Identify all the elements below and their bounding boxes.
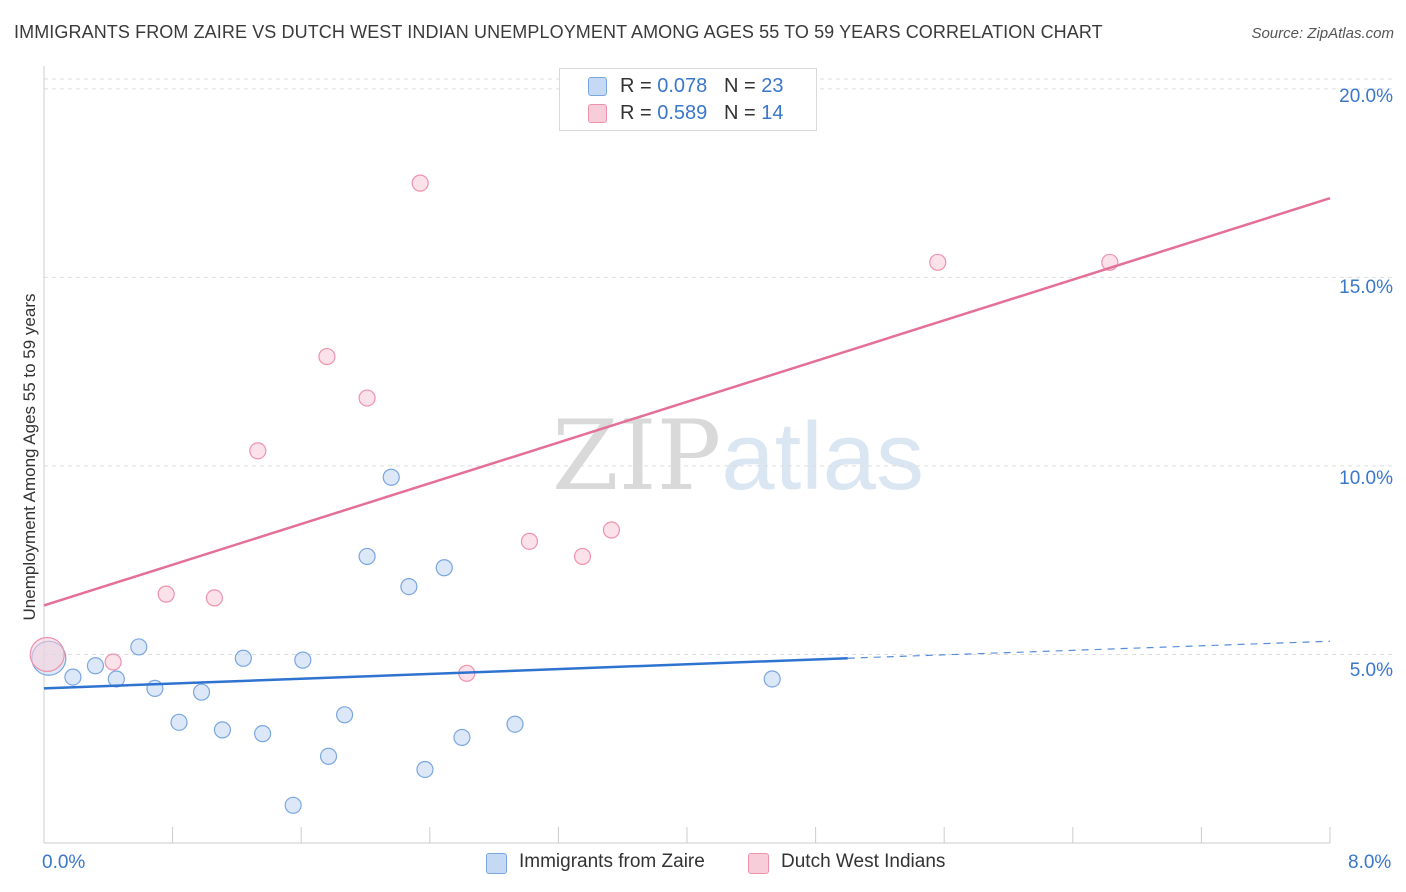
data-point-dwi xyxy=(205,589,223,607)
legend-r-value-zaire: 0.078 xyxy=(657,75,708,97)
data-point-zaire xyxy=(284,796,302,814)
data-point-zaire xyxy=(294,651,312,669)
legend-n-value-zaire: 23 xyxy=(761,75,784,97)
data-point-zaire xyxy=(192,683,211,701)
data-point-dwi xyxy=(520,532,539,550)
data-point-zaire xyxy=(64,668,82,686)
data-point-zaire xyxy=(234,649,252,667)
legend-swatch-zaire xyxy=(588,77,607,96)
bottom-legend-swatch-zaire xyxy=(486,853,507,874)
legend-n-value-dwi: 14 xyxy=(761,102,784,124)
data-point-dwi xyxy=(411,174,429,192)
legend-n-label: N = xyxy=(723,102,756,124)
data-point-dwi xyxy=(29,636,65,673)
data-point-zaire xyxy=(506,715,524,733)
data-point-zaire xyxy=(170,713,188,731)
data-point-zaire xyxy=(336,706,354,724)
legend-n-label: N = xyxy=(723,75,756,97)
data-point-zaire xyxy=(86,657,105,675)
correlation-legend: R = 0.078 N = 23 R = 0.589 N = 14 xyxy=(559,68,817,131)
y-tick-label-5: 5.0% xyxy=(1349,660,1393,681)
data-point-zaire xyxy=(358,547,376,566)
data-point-dwi xyxy=(573,547,592,566)
x-tick-label-max: 8.0% xyxy=(1348,852,1392,873)
data-point-zaire xyxy=(319,747,338,765)
watermark-atlas: atlas xyxy=(721,403,924,510)
trend-line-extension-zaire xyxy=(847,640,1331,659)
trend-line-zaire xyxy=(43,656,848,690)
data-point-dwi xyxy=(602,521,621,539)
trend-line-dwi xyxy=(43,197,1331,607)
data-point-zaire xyxy=(213,721,232,739)
legend-r-value-dwi: 0.589 xyxy=(657,102,708,124)
data-point-dwi xyxy=(104,653,122,671)
data-point-zaire xyxy=(254,725,272,743)
data-point-zaire xyxy=(763,670,781,688)
x-tick-label-min: 0.0% xyxy=(42,852,86,873)
data-point-dwi xyxy=(249,442,267,460)
bottom-legend-swatch-dwi xyxy=(748,853,769,874)
legend-r-label: R = xyxy=(620,102,652,124)
data-point-zaire xyxy=(435,559,453,577)
y-tick-label-10: 10.0% xyxy=(1339,468,1393,489)
legend-r-label: R = xyxy=(620,75,652,97)
legend-swatch-dwi xyxy=(588,104,607,123)
data-point-zaire xyxy=(416,760,434,779)
data-point-zaire xyxy=(130,638,148,656)
data-point-dwi xyxy=(318,347,336,366)
data-point-dwi xyxy=(929,253,947,271)
data-point-zaire xyxy=(453,728,471,747)
y-tick-label-15: 15.0% xyxy=(1339,277,1393,298)
data-point-zaire xyxy=(382,468,400,486)
chart-title: IMMIGRANTS FROM ZAIRE VS DUTCH WEST INDI… xyxy=(14,22,1103,42)
bottom-legend-label-zaire: Immigrants from Zaire xyxy=(519,851,705,872)
data-point-dwi xyxy=(157,585,175,603)
data-point-zaire xyxy=(107,670,125,688)
y-axis-label: Unemployment Among Ages 55 to 59 years xyxy=(20,293,39,621)
bottom-legend-label-dwi: Dutch West Indians xyxy=(781,851,946,872)
y-tick-label-20: 20.0% xyxy=(1339,86,1393,107)
source-label: Source: ZipAtlas.com xyxy=(1251,25,1394,42)
data-point-zaire xyxy=(400,577,418,596)
data-point-dwi xyxy=(358,389,376,407)
